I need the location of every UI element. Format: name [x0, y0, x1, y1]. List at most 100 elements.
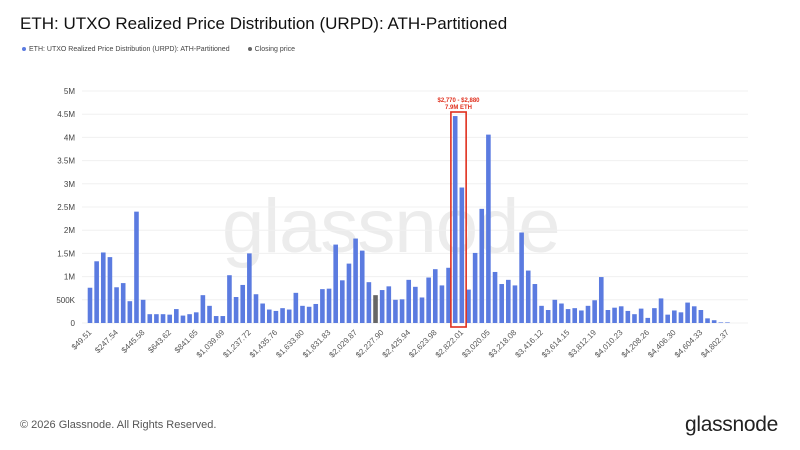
bar [711, 320, 717, 323]
bar [645, 317, 651, 323]
bar [486, 134, 491, 323]
bar [413, 286, 418, 323]
bar [87, 287, 93, 323]
bar [466, 289, 471, 323]
bar [519, 232, 524, 323]
x-tick-label: $445.58 [120, 328, 147, 355]
bar [193, 312, 199, 323]
bar [326, 288, 332, 323]
bar [100, 252, 106, 323]
legend-label: Closing price [254, 46, 296, 53]
bar [280, 308, 285, 323]
legend-item-urpd[interactable]: ETH: UTXO Realized Price Distribution (U… [22, 46, 230, 53]
bar [207, 305, 212, 323]
y-tick-label: 4.5M [57, 110, 75, 119]
bar [353, 238, 358, 323]
bar [512, 285, 518, 323]
bar [273, 310, 279, 323]
y-tick-label: 1.5M [57, 249, 75, 258]
legend-item-closing-price[interactable]: Closing price [247, 46, 296, 53]
bar [333, 244, 338, 323]
bar [658, 298, 664, 323]
bar [399, 299, 405, 323]
y-tick-label: 2.5M [57, 203, 75, 212]
bar [559, 303, 564, 323]
bar [446, 267, 451, 323]
bar [638, 308, 644, 323]
bar [379, 290, 385, 323]
bar [320, 289, 325, 323]
bar [127, 301, 133, 323]
y-tick-label: 0 [71, 319, 76, 328]
x-tick-label: $247.54 [93, 328, 120, 355]
bar [698, 310, 704, 323]
bar [632, 314, 637, 323]
bar [618, 306, 624, 323]
bar [187, 314, 192, 323]
bar [114, 287, 119, 323]
bar [213, 316, 219, 323]
bar [313, 303, 319, 323]
bar [539, 305, 544, 323]
bar [359, 250, 365, 323]
bar [459, 187, 465, 323]
x-tick-label: $49.51 [70, 328, 94, 352]
bar [147, 314, 153, 323]
bar [479, 208, 485, 323]
legend-label: ETH: UTXO Realized Price Distribution (U… [29, 46, 230, 53]
bar [419, 297, 425, 323]
y-tick-label: 500K [56, 296, 75, 305]
bar [426, 277, 431, 323]
bar [227, 275, 232, 323]
bar [340, 280, 345, 323]
x-tick-label: $4,802.37 [699, 328, 731, 360]
bar [532, 284, 538, 323]
bar [160, 314, 166, 323]
bar [107, 257, 113, 323]
bar [652, 308, 657, 323]
bar [725, 322, 730, 323]
bar [386, 286, 392, 323]
legend-dot-icon [22, 47, 26, 52]
bar [366, 282, 372, 323]
bar [605, 310, 611, 323]
bar [134, 211, 139, 323]
bar [200, 295, 206, 323]
bar [240, 284, 246, 323]
bar [665, 314, 670, 323]
bar [678, 312, 684, 323]
bar [499, 284, 504, 323]
bar [174, 309, 179, 323]
bar [525, 270, 531, 323]
bar [140, 299, 146, 323]
bar [598, 277, 604, 323]
bar [180, 315, 186, 323]
bar [253, 294, 259, 323]
bar [579, 310, 584, 323]
bar [506, 279, 511, 323]
bar [94, 261, 99, 323]
bar [685, 302, 690, 323]
bar [572, 308, 578, 323]
copyright: © 2026 Glassnode. All Rights Reserved. [20, 419, 217, 431]
bar [691, 306, 697, 323]
bar [247, 253, 252, 323]
bar [120, 283, 126, 323]
bar [439, 285, 445, 323]
chart-title: ETH: UTXO Realized Price Distribution (U… [20, 14, 508, 33]
bar [300, 305, 305, 323]
bar [293, 292, 299, 323]
annotation-range: $2,770 - $2,880 [437, 98, 480, 104]
bar [260, 303, 265, 323]
bar [625, 310, 631, 323]
bar [154, 314, 159, 323]
bar [592, 300, 597, 323]
bar [612, 307, 617, 323]
x-tick-label: $643.62 [146, 328, 173, 355]
annotation-amount: 7.9M ETH [445, 105, 472, 111]
y-tick-label: 1M [64, 273, 75, 282]
highlight-box [450, 111, 467, 328]
bar [452, 116, 458, 323]
bar [472, 252, 478, 323]
